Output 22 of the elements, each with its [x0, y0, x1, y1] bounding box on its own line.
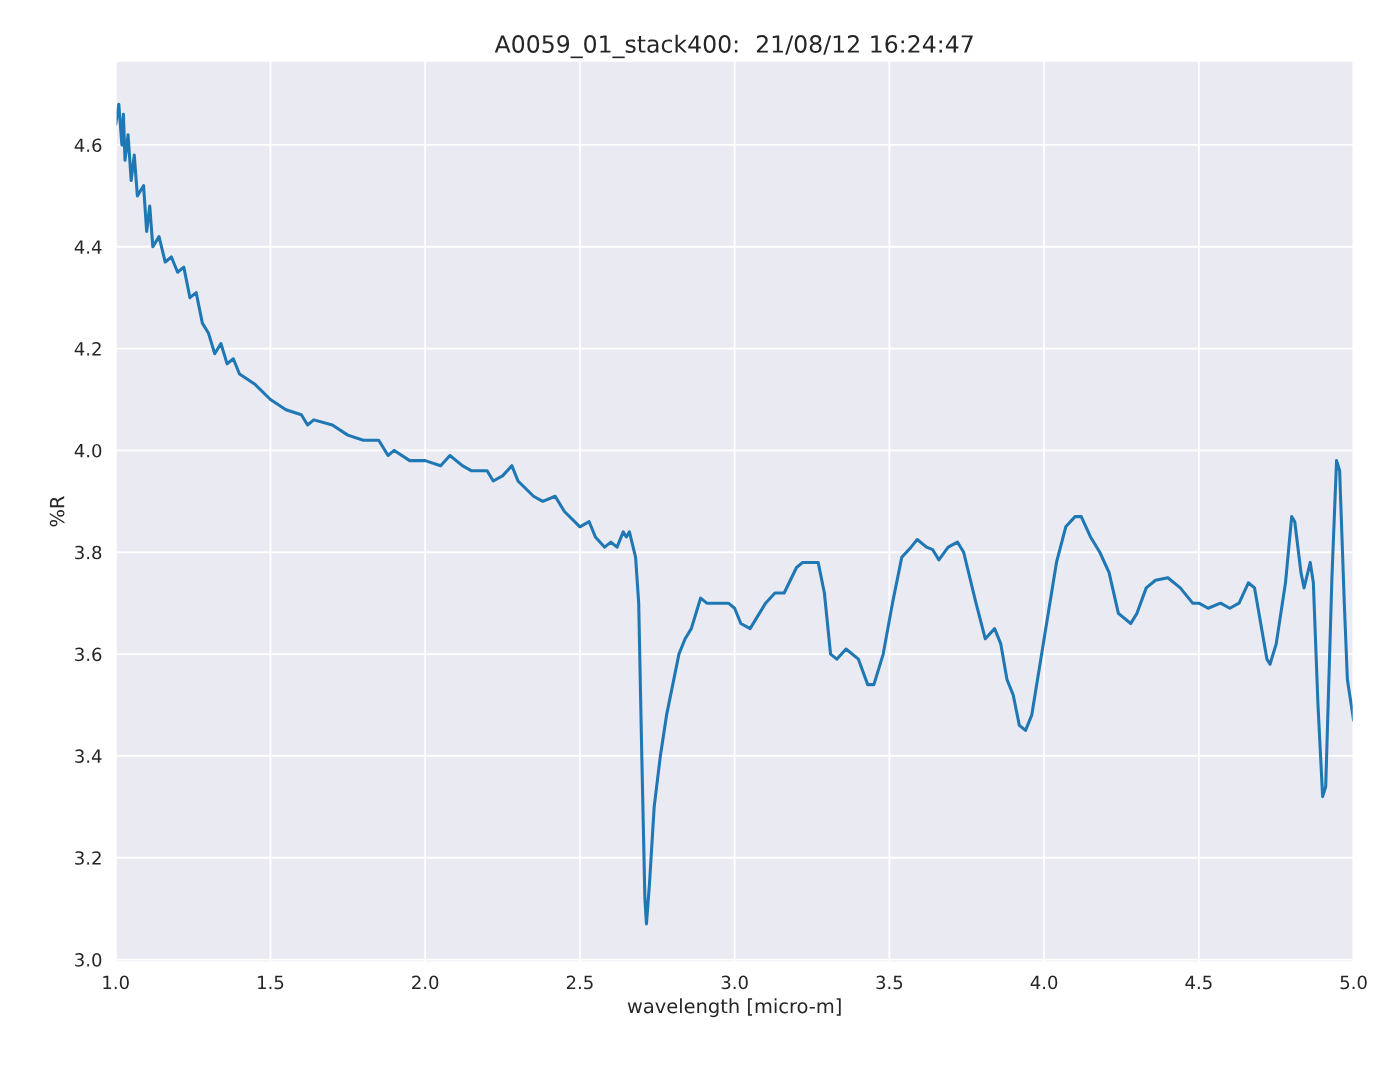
x-tick-label: 1.5 — [258, 975, 284, 990]
x-tick-label: 1.0 — [103, 975, 129, 990]
x-axis-title: wavelength [micro-m] — [627, 998, 841, 1018]
x-tick-label: 4.0 — [1030, 975, 1058, 990]
y-axis-title: %R — [49, 496, 65, 527]
x-tick-label: 2.5 — [566, 975, 593, 990]
x-tick-label: 4.5 — [1185, 975, 1212, 990]
y-tick-label: 4.4 — [74, 240, 102, 254]
y-tick-label: 4.6 — [74, 138, 102, 153]
x-tick-label: 3.0 — [721, 975, 748, 990]
y-tick-label: 3.0 — [75, 953, 102, 967]
line-series — [115, 102, 1354, 926]
y-tick-label: 3.4 — [75, 749, 102, 764]
x-tick-label: 2.0 — [412, 975, 439, 990]
y-tick-label: 3.2 — [75, 851, 101, 865]
chart-title: A0059_01_stack400: 21/08/12 16:24:47 — [494, 34, 973, 59]
y-tick-label: 4.0 — [74, 443, 102, 458]
y-tick-label: 3.6 — [75, 647, 102, 662]
x-tick-label: 3.5 — [876, 975, 903, 990]
x-tick-label: 5.0 — [1340, 975, 1367, 990]
y-tick-label: 3.8 — [75, 545, 102, 560]
y-tick-label: 4.2 — [74, 342, 101, 356]
